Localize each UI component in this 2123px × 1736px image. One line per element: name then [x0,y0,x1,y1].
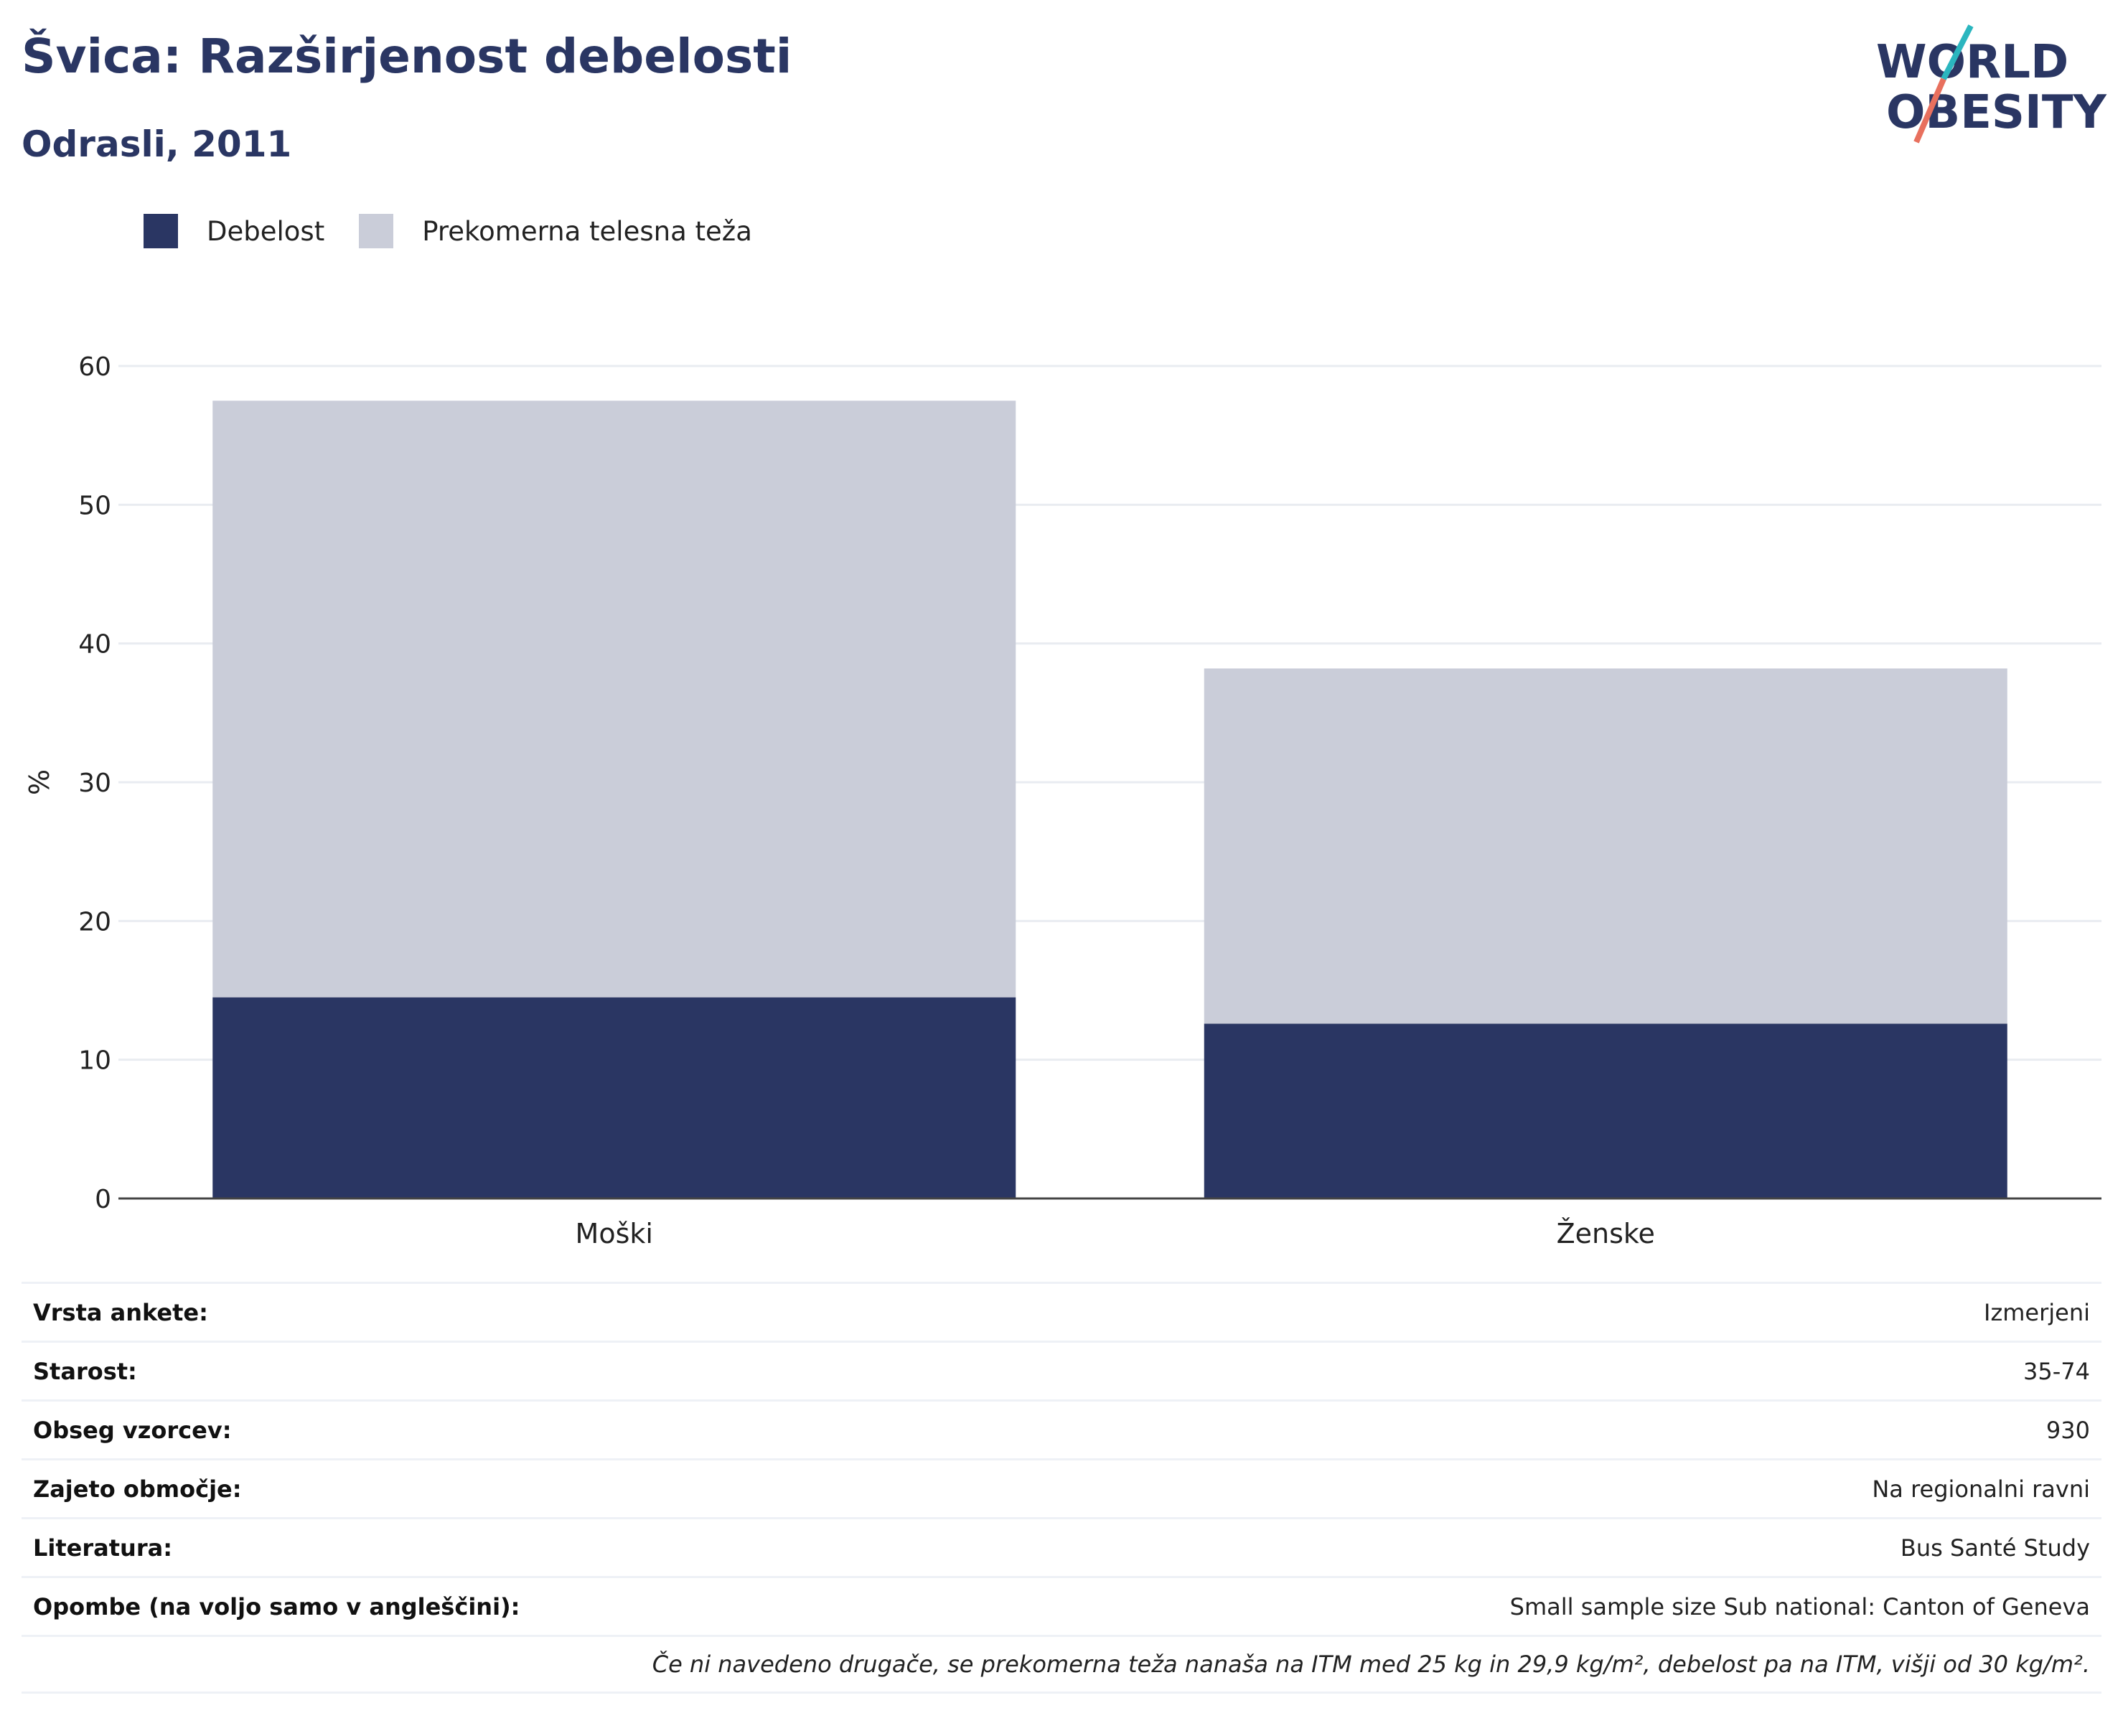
chart-legend: Debelost Prekomerna telesna teža [144,212,787,250]
page-title: Švica: Razširjenost debelosti [22,29,792,84]
bar-obesity-0 [212,997,1016,1198]
info-value: 930 [2045,1416,2090,1444]
x-tick-label: Ženske [1557,1218,1655,1249]
legend-item-overweight[interactable]: Prekomerna telesna teža [359,214,752,248]
legend-item-obesity[interactable]: Debelost [144,214,324,248]
y-tick-label: 0 [95,1185,111,1214]
y-tick-label: 60 [78,352,111,382]
world-obesity-logo: WORLD OBESITY [1876,24,2106,144]
legend-swatch-obesity [144,214,178,248]
info-row-survey-type: Vrsta ankete: Izmerjeni [22,1282,2101,1341]
info-key: Literatura: [33,1534,172,1562]
page-subtitle: Odrasli, 2011 [22,123,292,165]
legend-label-overweight: Prekomerna telesna teža [422,215,752,247]
info-key: Zajeto območje: [33,1475,242,1503]
y-tick-label: 10 [78,1046,111,1076]
survey-info-table: Vrsta ankete: Izmerjeni Starost: 35-74 O… [22,1282,2101,1694]
footnote-text: Če ni navedeno drugače, se prekomerna te… [652,1651,2090,1678]
bar-obesity-1 [1204,1023,2007,1198]
info-row-references: Literatura: Bus Santé Study [22,1517,2101,1576]
y-axis-label: % [24,769,55,795]
info-key: Vrsta ankete: [33,1298,208,1326]
info-value: Izmerjeni [1984,1298,2090,1326]
bar-overweight-1 [1204,668,2007,1024]
info-row-sample-size: Obseg vzorcev: 930 [22,1399,2101,1458]
y-tick-label: 40 [78,630,111,660]
y-tick-label: 20 [78,907,111,937]
info-key: Opombe (na voljo samo v angleščini): [33,1592,520,1620]
stacked-bar-chart: 0 10 20 30 40 50 60% Moški Ženske [24,352,2101,1249]
x-tick-label: Moški [576,1218,653,1249]
info-value: Bus Santé Study [1900,1534,2090,1562]
info-row-notes: Opombe (na voljo samo v angleščini): Sma… [22,1576,2101,1635]
info-value: 35-74 [2023,1357,2090,1385]
legend-swatch-overweight [359,214,394,248]
info-value: Na regionalni ravni [1872,1475,2090,1503]
y-tick-label: 50 [78,491,111,520]
bar-overweight-0 [212,400,1016,998]
info-key: Starost: [33,1357,137,1385]
info-row-coverage: Zajeto območje: Na regionalni ravni [22,1458,2101,1517]
footnote: Če ni navedeno drugače, se prekomerna te… [22,1635,2101,1694]
legend-label-obesity: Debelost [207,215,325,247]
svg-text:WORLD: WORLD [1876,36,2068,89]
y-tick-label: 30 [78,769,111,798]
info-key: Obseg vzorcev: [33,1416,232,1444]
info-row-age: Starost: 35-74 [22,1341,2101,1399]
info-value: Small sample size Sub national: Canton o… [1509,1592,2090,1620]
